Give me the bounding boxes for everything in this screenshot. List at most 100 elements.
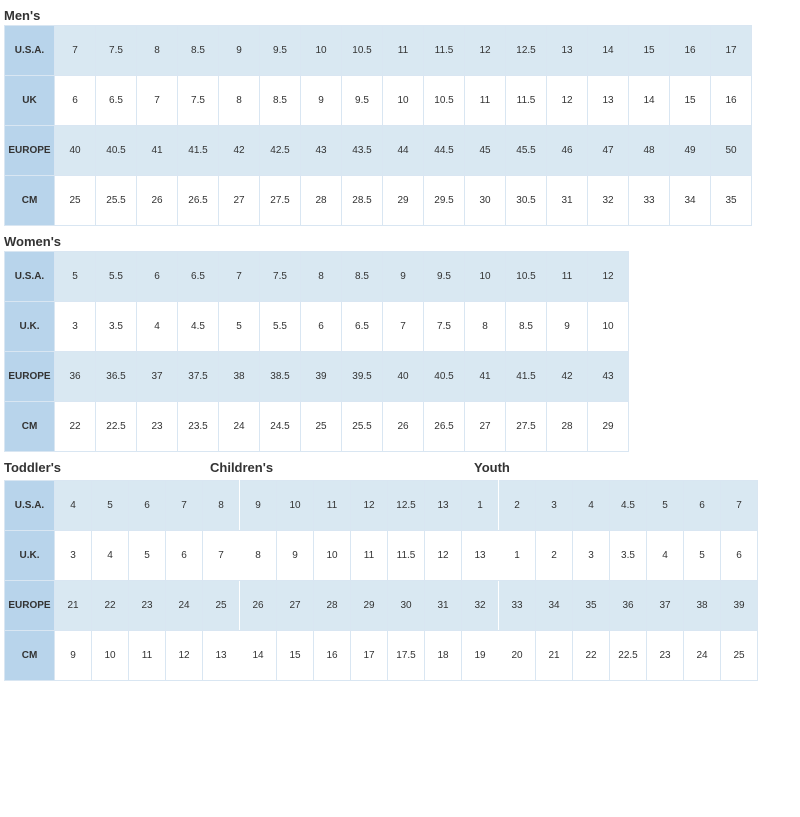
mens-cell: 26.5: [178, 176, 219, 226]
kids-cell: 3: [536, 481, 573, 531]
mens-cell: 26: [137, 176, 178, 226]
womens-cell: 10.5: [506, 252, 547, 302]
womens-cell: 5: [55, 252, 96, 302]
womens-cell: 7.5: [260, 252, 301, 302]
mens-cell: 11: [383, 26, 424, 76]
kids-cell: 12: [425, 531, 462, 581]
kids-cell: 4.5: [610, 481, 647, 531]
mens-cell: 25: [55, 176, 96, 226]
kids-cell: 22.5: [610, 631, 647, 681]
womens-cell: 8.5: [506, 302, 547, 352]
mens-cell: 50: [711, 126, 752, 176]
womens-cell: 41: [465, 352, 506, 402]
womens-cell: 29: [588, 402, 629, 452]
mens-cell: 7.5: [178, 76, 219, 126]
mens-cell: 34: [670, 176, 711, 226]
kids-cell: 36: [610, 581, 647, 631]
kids-cell: 31: [425, 581, 462, 631]
kids-cell: 4: [55, 481, 92, 531]
kids-cell: 9: [55, 631, 92, 681]
kids-cell: 17.5: [388, 631, 425, 681]
mens-cell: 9.5: [260, 26, 301, 76]
kids-cell: 11: [129, 631, 166, 681]
mens-cell: 17: [711, 26, 752, 76]
womens-cell: 7.5: [424, 302, 465, 352]
mens-cell: 9: [301, 76, 342, 126]
mens-cell: 42: [219, 126, 260, 176]
kids-cell: 4: [573, 481, 610, 531]
womens-cell: 8: [465, 302, 506, 352]
womens-cell: 3: [55, 302, 96, 352]
womens-table: U.S.A.55.566.577.588.599.51010.51112U.K.…: [4, 251, 629, 452]
mens-cell: 41.5: [178, 126, 219, 176]
kids-cell: 19: [462, 631, 499, 681]
kids-row-label: EUROPE: [5, 581, 55, 631]
womens-row-label: U.K.: [5, 302, 55, 352]
womens-cell: 37.5: [178, 352, 219, 402]
kids-cell: 27: [277, 581, 314, 631]
womens-cell: 43: [588, 352, 629, 402]
mens-cell: 11.5: [424, 26, 465, 76]
kids-cell: 16: [314, 631, 351, 681]
mens-cell: 11.5: [506, 76, 547, 126]
mens-cell: 32: [588, 176, 629, 226]
kids-cell: 11.5: [388, 531, 425, 581]
womens-cell: 6: [301, 302, 342, 352]
mens-cell: 40: [55, 126, 96, 176]
kids-cell: 10: [314, 531, 351, 581]
womens-cell: 7: [219, 252, 260, 302]
kids-cell: 15: [277, 631, 314, 681]
kids-cell: 28: [314, 581, 351, 631]
womens-cell: 4: [137, 302, 178, 352]
kids-cell: 5: [684, 531, 721, 581]
mens-cell: 6: [55, 76, 96, 126]
kids-cell: 37: [647, 581, 684, 631]
kids-cell: 13: [462, 531, 499, 581]
womens-cell: 24.5: [260, 402, 301, 452]
kids-cell: 6: [129, 481, 166, 531]
womens-row-label: EUROPE: [5, 352, 55, 402]
womens-cell: 41.5: [506, 352, 547, 402]
womens-cell: 39.5: [342, 352, 383, 402]
kids-cell: 9: [277, 531, 314, 581]
kids-cell: 2: [536, 531, 573, 581]
mens-cell: 45.5: [506, 126, 547, 176]
kids-cell: 21: [55, 581, 92, 631]
kids-cell: 6: [721, 531, 758, 581]
kids-cell: 23: [647, 631, 684, 681]
womens-cell: 23: [137, 402, 178, 452]
kids-cell: 9: [240, 481, 277, 531]
kids-cell: 10: [277, 481, 314, 531]
mens-cell: 12.5: [506, 26, 547, 76]
kids-cell: 12.5: [388, 481, 425, 531]
womens-cell: 12: [588, 252, 629, 302]
womens-cell: 5: [219, 302, 260, 352]
kids-cell: 5: [129, 531, 166, 581]
womens-cell: 3.5: [96, 302, 137, 352]
womens-row-label: CM: [5, 402, 55, 452]
mens-cell: 8.5: [178, 26, 219, 76]
womens-cell: 5.5: [96, 252, 137, 302]
mens-row-label: UK: [5, 76, 55, 126]
womens-cell: 27.5: [506, 402, 547, 452]
mens-cell: 14: [588, 26, 629, 76]
womens-cell: 40: [383, 352, 424, 402]
womens-cell: 42: [547, 352, 588, 402]
womens-cell: 10: [588, 302, 629, 352]
mens-cell: 10.5: [342, 26, 383, 76]
kids-cell: 29: [351, 581, 388, 631]
womens-cell: 26: [383, 402, 424, 452]
mens-cell: 9.5: [342, 76, 383, 126]
womens-cell: 25.5: [342, 402, 383, 452]
kids-cell: 2: [499, 481, 536, 531]
kids-cell: 4: [92, 531, 129, 581]
womens-cell: 39: [301, 352, 342, 402]
kids-cell: 33: [499, 581, 536, 631]
kids-cell: 32: [462, 581, 499, 631]
mens-cell: 43: [301, 126, 342, 176]
mens-cell: 15: [629, 26, 670, 76]
mens-cell: 14: [629, 76, 670, 126]
mens-cell: 7: [55, 26, 96, 76]
kids-cell: 18: [425, 631, 462, 681]
kids-cell: 34: [536, 581, 573, 631]
